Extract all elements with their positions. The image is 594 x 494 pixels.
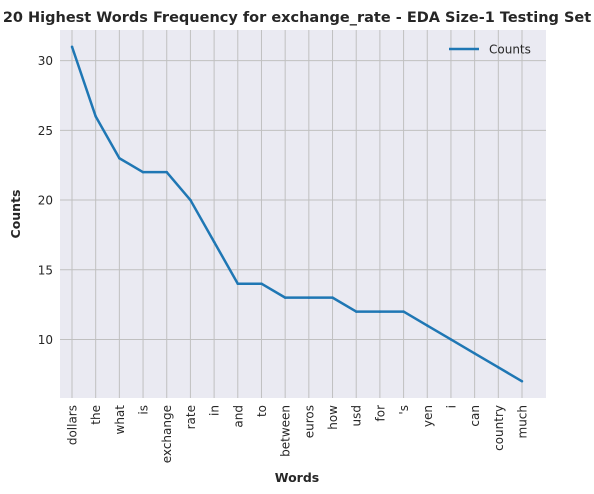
x-tick-label: exchange (160, 405, 174, 463)
data-point (307, 296, 311, 299)
legend-label: Counts (489, 43, 531, 57)
y-tick-label: 30 (38, 54, 53, 68)
y-tick-label: 25 (38, 124, 53, 138)
data-point (354, 310, 358, 313)
data-point (378, 310, 382, 313)
y-tick-label: 20 (38, 194, 53, 208)
x-tick-label: to (255, 405, 269, 417)
y-tick-label: 15 (38, 263, 53, 277)
data-point (260, 282, 263, 285)
x-tick-label: euros (302, 405, 316, 438)
y-tick-label: 10 (38, 333, 53, 347)
x-tick-label: in (208, 405, 222, 416)
x-tick-label: much (516, 405, 530, 439)
x-tick-label: usd (350, 405, 364, 426)
data-point (283, 296, 287, 299)
x-tick-label: and (231, 405, 245, 428)
x-tick-label: dollars (66, 405, 80, 445)
data-point (331, 296, 334, 299)
x-tick-label: the (89, 405, 103, 425)
legend: Counts (449, 43, 531, 57)
data-point (118, 156, 121, 160)
series-group (70, 45, 524, 383)
x-tick-label: can (468, 405, 482, 427)
y-axis-ticks: 10 15 20 25 30 (38, 54, 53, 347)
x-tick-label: i (444, 405, 458, 408)
chart-title: 20 Highest Words Frequency for exchange_… (3, 10, 591, 26)
x-axis-label: Words (275, 470, 319, 485)
x-tick-label: 's (397, 405, 411, 415)
x-tick-label: yen (421, 405, 435, 427)
data-point (426, 324, 429, 327)
x-tick-label: what (113, 405, 127, 435)
data-point (497, 366, 500, 369)
x-tick-label: country (492, 405, 506, 451)
data-point (473, 352, 476, 355)
data-point (212, 240, 216, 244)
x-tick-label: is (137, 405, 151, 415)
x-tick-label: rate (184, 405, 198, 429)
grid (60, 30, 546, 398)
data-point (236, 282, 240, 285)
x-tick-label: how (326, 405, 340, 430)
x-tick-label: between (279, 405, 293, 457)
data-point (402, 310, 405, 313)
data-point (520, 380, 524, 383)
plot-area (60, 30, 546, 398)
data-point (449, 338, 453, 341)
data-point (189, 198, 192, 202)
y-axis-label: Counts (8, 190, 23, 239)
x-axis-ticks: dollars the what is exchange rate in and to betwe… (66, 405, 530, 464)
x-tick-label: for (373, 405, 387, 422)
series-line-0 (70, 46, 523, 383)
data-point (94, 115, 97, 118)
data-point (70, 45, 74, 48)
data-point (141, 170, 145, 174)
data-point (165, 170, 168, 174)
